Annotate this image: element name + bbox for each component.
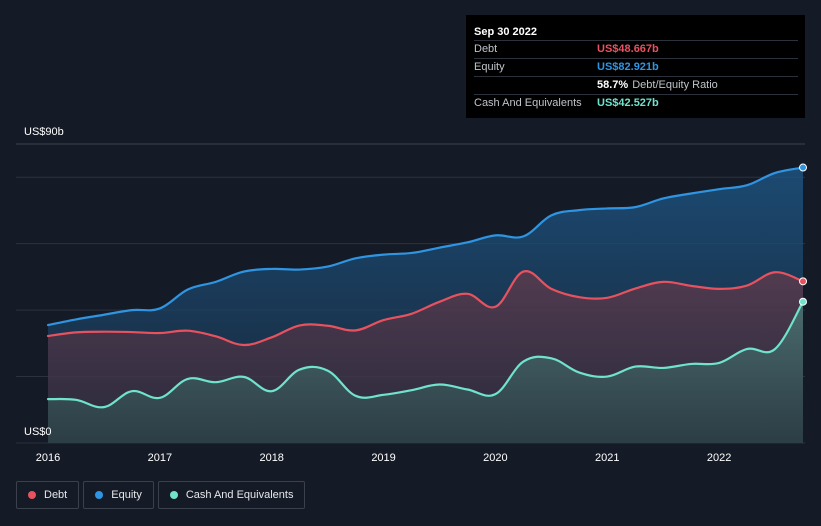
tooltip-debt-label: Debt — [474, 43, 498, 55]
legend-item-cash[interactable]: Cash And Equivalents — [157, 481, 306, 509]
series-areas — [48, 167, 803, 443]
y-axis-top-label: US$90b — [24, 126, 64, 138]
legend-item-debt[interactable]: Debt — [16, 481, 80, 509]
tooltip-row-equity: Equity US$82.921b — [474, 58, 798, 76]
endpoint-debt[interactable] — [799, 277, 807, 286]
x-tick-2018: 2018 — [259, 452, 283, 464]
endpoint-equity[interactable] — [799, 163, 807, 172]
tooltip-cash-label: Cash And Equivalents — [474, 97, 582, 109]
endpoint-cash[interactable] — [799, 297, 807, 306]
x-tick-2021: 2021 — [595, 452, 619, 464]
series-endpoints — [799, 163, 807, 306]
x-tick-2019: 2019 — [371, 452, 395, 464]
legend-dot-equity — [95, 491, 104, 499]
axes: US$90b US$0 — [24, 126, 64, 438]
tooltip-equity-label: Equity — [474, 61, 505, 73]
area-cash — [48, 301, 803, 443]
x-tick-2020: 2020 — [483, 452, 507, 464]
line-equity — [46, 166, 805, 327]
x-tick-2017: 2017 — [148, 452, 172, 464]
data-tooltip: Sep 30 2022 Debt US$48.667b Equity US$82… — [466, 15, 805, 118]
tooltip-ratio-value: 58.7% — [597, 79, 629, 91]
line-debt — [46, 270, 805, 347]
chart-legend: Debt Equity Cash And Equivalents — [16, 481, 306, 509]
tooltip-row-ratio: 58.7% Debt/Equity Ratio — [474, 76, 798, 94]
x-axis-ticks: 2016 2017 2018 2019 2020 2021 2022 — [36, 452, 732, 464]
legend-label-debt: Debt — [44, 489, 68, 501]
x-tick-2022: 2022 — [707, 452, 731, 464]
legend-label-cash: Cash And Equivalents — [185, 489, 294, 501]
tooltip-cash-value: US$42.527b — [597, 97, 659, 109]
legend-label-equity: Equity — [111, 489, 142, 501]
tooltip-row-cash: Cash And Equivalents US$42.527b — [474, 94, 798, 112]
x-tick-2016: 2016 — [36, 452, 60, 464]
series-lines — [46, 166, 805, 409]
tooltip-equity-value: US$82.921b — [597, 61, 659, 73]
tooltip-row-debt: Debt US$48.667b — [474, 40, 798, 58]
tooltip-ratio-spacer — [474, 77, 597, 94]
tooltip-date: Sep 30 2022 — [474, 26, 537, 38]
y-axis-bottom-label: US$0 — [24, 426, 52, 438]
legend-dot-debt — [28, 491, 36, 499]
legend-dot-cash — [169, 491, 178, 499]
line-cash — [46, 300, 805, 409]
legend-item-equity[interactable]: Equity — [83, 481, 154, 509]
tooltip-debt-value: US$48.667b — [597, 43, 659, 55]
tooltip-ratio-label: Debt/Equity Ratio — [632, 79, 718, 91]
